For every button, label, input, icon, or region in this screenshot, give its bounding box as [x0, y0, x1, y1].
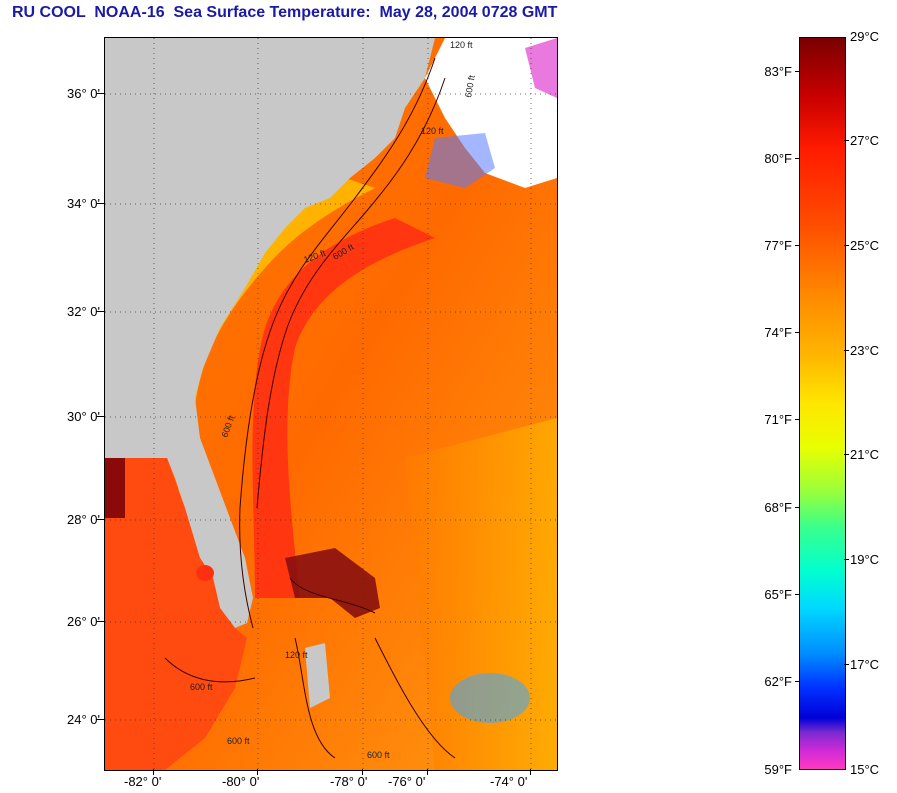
colorbar-c-label: 25°C: [850, 238, 880, 253]
cloud-colors: [425, 133, 495, 188]
colorbar-tick: [795, 419, 800, 420]
colorbar-c-label: 29°C: [850, 29, 880, 44]
lat-label-24: 24° 0': [67, 712, 100, 727]
map-title: RU COOL NOAA-16 Sea Surface Temperature:…: [12, 4, 558, 21]
colorbar-f-label: 68°F: [764, 500, 792, 515]
lon-label-82: -82° 0': [124, 774, 162, 789]
cloud-magenta: [525, 38, 557, 98]
colorbar-f-label: 59°F: [764, 762, 792, 777]
temperature-colorbar: [799, 37, 846, 770]
colorbar-tick: [795, 158, 800, 159]
contour-label: 120 ft: [450, 40, 473, 50]
lat-tick: [97, 416, 104, 417]
colorbar-tick: [795, 332, 800, 333]
bahamas-island: [305, 643, 330, 708]
lake-okeechobee: [196, 565, 214, 581]
colorbar-c-label: 23°C: [850, 343, 880, 358]
lat-label-30: 30° 0': [67, 409, 100, 424]
colorbar-c-label: 15°C: [850, 762, 880, 777]
colorbar-c-label: 27°C: [850, 133, 880, 148]
colorbar-tick: [844, 559, 849, 560]
lat-label-34: 34° 0': [67, 196, 100, 211]
depth-contours: [164, 57, 456, 759]
colorbar-tick: [844, 454, 849, 455]
grid-lines: [105, 38, 557, 770]
lat-label-36: 36° 0': [67, 86, 100, 101]
lon-tick: [427, 769, 428, 775]
colorbar-f-label: 71°F: [764, 412, 792, 427]
lon-label-74: -74° 0': [490, 774, 528, 789]
colorbar-c-label: 17°C: [850, 657, 880, 672]
colorbar-f-label: 83°F: [764, 64, 792, 79]
colorbar-tick: [844, 664, 849, 665]
colorbar-c-label: 21°C: [850, 447, 880, 462]
lon-tick: [257, 769, 258, 775]
colorbar-f-label: 65°F: [764, 587, 792, 602]
colorbar-tick: [795, 681, 800, 682]
contour-label: 600 ft: [367, 750, 390, 760]
lon-tick: [530, 769, 531, 775]
contour-label: 120 ft: [285, 650, 308, 660]
colorbar-tick: [795, 71, 800, 72]
colorbar-f-label: 74°F: [764, 325, 792, 340]
bahamas-bank: [285, 548, 380, 618]
contour-label: 600 ft: [463, 74, 477, 98]
sst-map: 120 ft 600 ft 120 ft 600 ft 120 ft 600 f…: [104, 37, 558, 771]
contour-label: 600 ft: [227, 736, 250, 746]
lat-tick: [97, 719, 104, 720]
colorbar-tick: [795, 594, 800, 595]
lat-tick: [97, 621, 104, 622]
contour-label: 600 ft: [190, 682, 213, 692]
lat-label-26: 26° 0': [67, 614, 100, 629]
colorbar-tick: [844, 245, 849, 246]
cloud-area: [425, 38, 557, 188]
cool-eddy: [450, 673, 530, 723]
lat-tick: [97, 311, 104, 312]
colorbar-tick: [795, 507, 800, 508]
lon-label-80: -80° 0': [222, 774, 260, 789]
lat-tick: [97, 519, 104, 520]
land-mainland: [105, 38, 435, 628]
colorbar-c-label: 19°C: [850, 552, 880, 567]
colorbar-tick: [795, 245, 800, 246]
gulf-coast-warm: [105, 458, 125, 518]
lon-label-76: -76° 0': [388, 774, 426, 789]
lat-tick: [97, 93, 104, 94]
colorbar-tick: [844, 350, 849, 351]
gulf-of-mexico: [105, 458, 247, 770]
lon-tick: [153, 769, 154, 775]
lat-label-28: 28° 0': [67, 512, 100, 527]
colorbar-f-label: 80°F: [764, 151, 792, 166]
colorbar-f-label: 62°F: [764, 674, 792, 689]
lat-tick: [97, 203, 104, 204]
lon-tick: [362, 769, 363, 775]
contour-label: 120 ft: [421, 126, 444, 136]
colorbar-f-label: 77°F: [764, 238, 792, 253]
lon-label-78: -78° 0': [330, 774, 368, 789]
gulf-stream: [252, 218, 435, 598]
lat-label-32: 32° 0': [67, 304, 100, 319]
colorbar-tick: [844, 140, 849, 141]
